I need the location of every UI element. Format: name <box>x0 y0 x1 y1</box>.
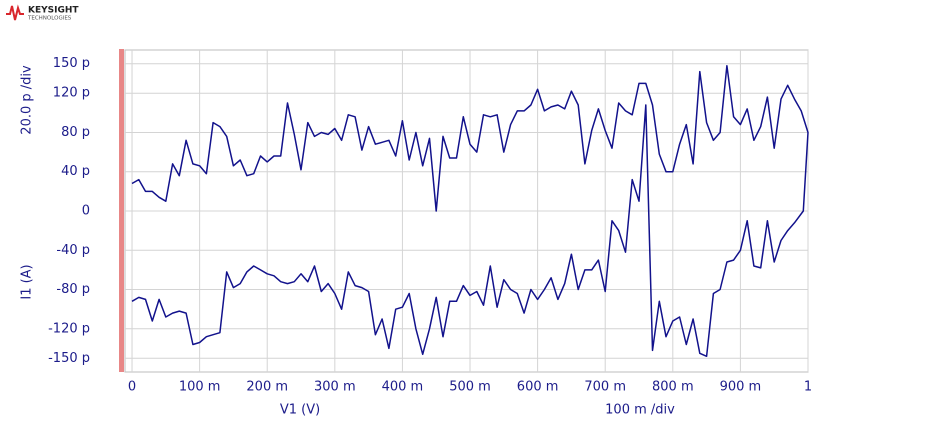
logo-sub: TECHNOLOGIES <box>27 16 72 22</box>
x-tick-label: 800 m <box>652 380 694 395</box>
y-tick-label: -80 p <box>56 282 90 297</box>
x-tick-label: 300 m <box>314 380 356 395</box>
y-tick-label: 80 p <box>61 125 90 140</box>
y-div-label: 20.0 p /div <box>20 65 35 135</box>
y-tick-label: -120 p <box>48 321 90 336</box>
x-tick-label: 600 m <box>517 380 559 395</box>
x-tick-label: 400 m <box>382 380 424 395</box>
y-tick-label: 150 p <box>53 56 90 71</box>
x-tick-label: 100 m <box>179 380 221 395</box>
logo-name: KEYSIGHT <box>28 6 79 16</box>
data-line <box>131 64 809 358</box>
y-tick-label: -40 p <box>56 243 90 258</box>
y-axis-label: I1 (A) <box>20 264 35 299</box>
x-tick-label: 700 m <box>584 380 626 395</box>
side-bar <box>119 49 124 372</box>
y-tick-label: 120 p <box>53 86 90 101</box>
y-tick-label: -150 p <box>48 351 90 366</box>
x-div-label: 100 m /div <box>605 403 675 418</box>
x-tick-label: 0 <box>128 380 136 395</box>
x-tick-label: 1 <box>804 380 812 395</box>
logo-icon <box>6 4 24 21</box>
y-tick-label: 40 p <box>61 164 90 179</box>
y-tick-label: 0 <box>82 204 90 219</box>
x-tick-label: 900 m <box>720 380 762 395</box>
logo: KEYSIGHT TECHNOLOGIES <box>6 4 79 22</box>
x-tick-label: 500 m <box>449 380 491 395</box>
x-tick-label: 200 m <box>246 380 288 395</box>
x-axis-label: V1 (V) <box>280 403 320 418</box>
